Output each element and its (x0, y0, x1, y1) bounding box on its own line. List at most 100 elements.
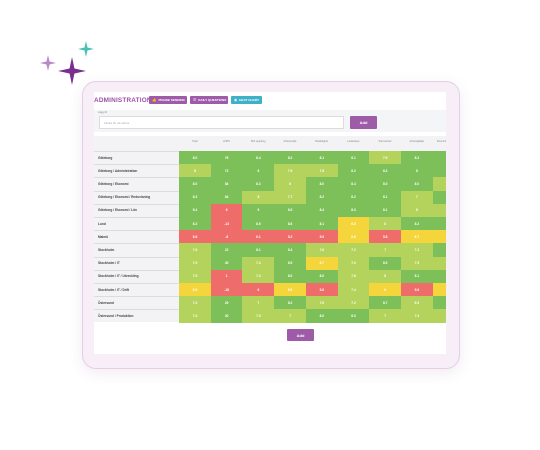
column-header[interactable]: Personlig utveckling (436, 140, 446, 143)
heat-cell[interactable]: 7.3 (432, 309, 446, 323)
column-header[interactable]: Delaktighet (315, 140, 329, 143)
column-header[interactable]: Arbetsglädje (409, 140, 424, 143)
row-label[interactable]: Stockholm / IT / Utveckling (98, 274, 139, 279)
heat-cell[interactable]: 7.7 (274, 190, 307, 204)
heat-cell[interactable]: 8.2 (369, 164, 402, 178)
heat-cell[interactable]: 6.9 (179, 283, 211, 297)
heat-cell[interactable]: 7 (369, 309, 402, 323)
heat-cell[interactable]: 7.3 (179, 309, 211, 323)
heat-cell[interactable]: 6.6 (179, 230, 211, 244)
heat-cell[interactable]: 8 (274, 177, 307, 191)
heat-cell[interactable]: 8.4 (242, 151, 275, 165)
column-header[interactable]: Samverkan (378, 140, 392, 143)
heat-cell[interactable]: -13 (210, 217, 243, 231)
heat-cell[interactable]: 8.1 (242, 243, 275, 257)
heat-cell[interactable]: 8.4 (179, 203, 211, 218)
heat-cell[interactable]: -18 (210, 283, 243, 297)
row-label[interactable]: Östersund (98, 300, 114, 305)
heat-cell[interactable]: 7.5 (305, 164, 338, 178)
heat-cell[interactable]: 8.2 (337, 164, 370, 178)
heat-cell[interactable]: 8.2 (337, 190, 370, 204)
heat-cell[interactable]: 7.2 (337, 296, 370, 310)
heat-cell[interactable]: 8.4 (337, 177, 370, 191)
heat-cell[interactable]: 8.0 (305, 269, 338, 284)
heat-cell[interactable]: 7.9 (369, 151, 402, 165)
heat-cell[interactable]: 7.0 (337, 256, 370, 270)
praise-sending-button[interactable]: 👍 PRAISE SENDING (149, 96, 187, 104)
heat-cell[interactable]: 8 (400, 164, 433, 178)
heat-cell[interactable]: 30 (210, 309, 243, 323)
heat-cell[interactable]: 8.4 (305, 203, 338, 218)
row-label[interactable]: Göteborg / Administration (98, 168, 138, 173)
heat-cell[interactable]: 8 (242, 164, 275, 178)
heat-cell[interactable]: 7.6 (179, 243, 211, 257)
column-header[interactable]: Total (192, 140, 198, 143)
heat-cell[interactable]: 9 (242, 203, 275, 218)
heat-cell[interactable]: 8 (369, 269, 402, 284)
heat-cell[interactable]: 7.2 (400, 243, 433, 257)
heat-cell[interactable]: 5.8 (369, 230, 402, 244)
heat-cell[interactable]: 6 (242, 283, 275, 297)
heat-cell[interactable]: 8.0 (400, 177, 433, 191)
heat-cell[interactable]: 20 (210, 296, 243, 310)
heat-cell[interactable]: 8.1 (369, 203, 402, 218)
heat-cell[interactable]: 7 (242, 296, 275, 310)
heat-cell[interactable]: 8.1 (369, 190, 402, 204)
row-label[interactable]: Stockholm / IT (98, 261, 120, 266)
heat-cell[interactable]: 8.0 (432, 296, 446, 310)
heat-cell[interactable]: 7 (400, 190, 433, 204)
heat-cell[interactable]: 8.1 (337, 151, 370, 165)
heat-cell[interactable]: 8.4 (274, 243, 307, 257)
heat-cell[interactable]: 7 (274, 309, 307, 323)
heat-cell[interactable]: 8 (242, 190, 275, 204)
heat-cell[interactable]: 8.0 (432, 151, 446, 165)
heat-cell[interactable]: 7.9 (274, 164, 307, 178)
row-label[interactable]: Göteborg / Ekonomi (98, 181, 129, 186)
heat-cell[interactable]: 7.6 (305, 296, 338, 310)
daily-questions-button[interactable]: ☰ DAILY QUESTIONS (190, 96, 228, 104)
heat-cell[interactable]: 6.1 (242, 230, 275, 244)
heat-cell[interactable]: 8 (179, 164, 211, 178)
heat-cell[interactable]: 7.4 (242, 256, 275, 270)
row-label[interactable]: Östersund / Produktion (98, 313, 134, 318)
add-button-top[interactable]: Add (350, 116, 377, 129)
heat-cell[interactable]: 8.0 (337, 203, 370, 218)
heat-cell[interactable]: 8.3 (432, 217, 446, 231)
heat-cell[interactable]: 8.3 (179, 190, 211, 204)
heat-cell[interactable]: 8.5 (274, 256, 307, 270)
heat-cell[interactable]: 7.7 (432, 203, 446, 218)
add-button-bottom[interactable]: Add (287, 329, 314, 341)
heat-cell[interactable]: 8.0 (369, 256, 402, 270)
heat-cell[interactable]: 7.3 (179, 296, 211, 310)
heat-cell[interactable]: 76 (210, 151, 243, 165)
heat-cell[interactable]: 8.9 (274, 203, 307, 218)
row-label[interactable]: Malmö (98, 234, 109, 239)
heat-cell[interactable]: 5.2 (274, 230, 307, 244)
row-label[interactable]: Göteborg / Ekonomi / Redovisning (98, 195, 151, 200)
column-header[interactable]: Mitt uppdrag (251, 140, 266, 143)
heat-cell[interactable]: 6.7 (432, 230, 446, 244)
heat-cell[interactable]: 8.1 (432, 164, 446, 178)
heat-cell[interactable]: 22 (210, 243, 243, 257)
heat-cell[interactable]: 8.0 (305, 309, 338, 323)
heat-cell[interactable]: 8.4 (432, 269, 446, 284)
row-label[interactable]: Göteborg / Ekonomi / Lön (98, 208, 137, 213)
heat-cell[interactable]: 8.2 (400, 217, 433, 231)
heat-cell[interactable]: 7.4 (242, 269, 275, 284)
heat-cell[interactable]: 6.9 (400, 296, 433, 310)
heat-cell[interactable]: 5.8 (305, 283, 338, 297)
heat-cell[interactable]: 8.6 (274, 217, 307, 231)
heat-cell[interactable]: 6.7 (400, 230, 433, 244)
row-label[interactable]: Lund (98, 221, 106, 226)
heat-cell[interactable]: 6.8 (337, 217, 370, 231)
heat-chart-button[interactable]: ◉ HEAT CHART (231, 96, 262, 104)
heat-cell[interactable]: 7.3 (400, 309, 433, 323)
heat-cell[interactable]: 6.8 (432, 283, 446, 297)
heat-cell[interactable]: 6 (369, 283, 402, 297)
heat-cell[interactable]: 7 (432, 256, 446, 270)
heat-cell[interactable]: 6.8 (337, 230, 370, 244)
heat-cell[interactable]: -8 (210, 230, 243, 244)
row-label[interactable]: Stockholm / IT / Drift (98, 287, 129, 292)
heat-cell[interactable]: 8.0 (305, 177, 338, 191)
heat-cell[interactable]: 8.1 (305, 151, 338, 165)
